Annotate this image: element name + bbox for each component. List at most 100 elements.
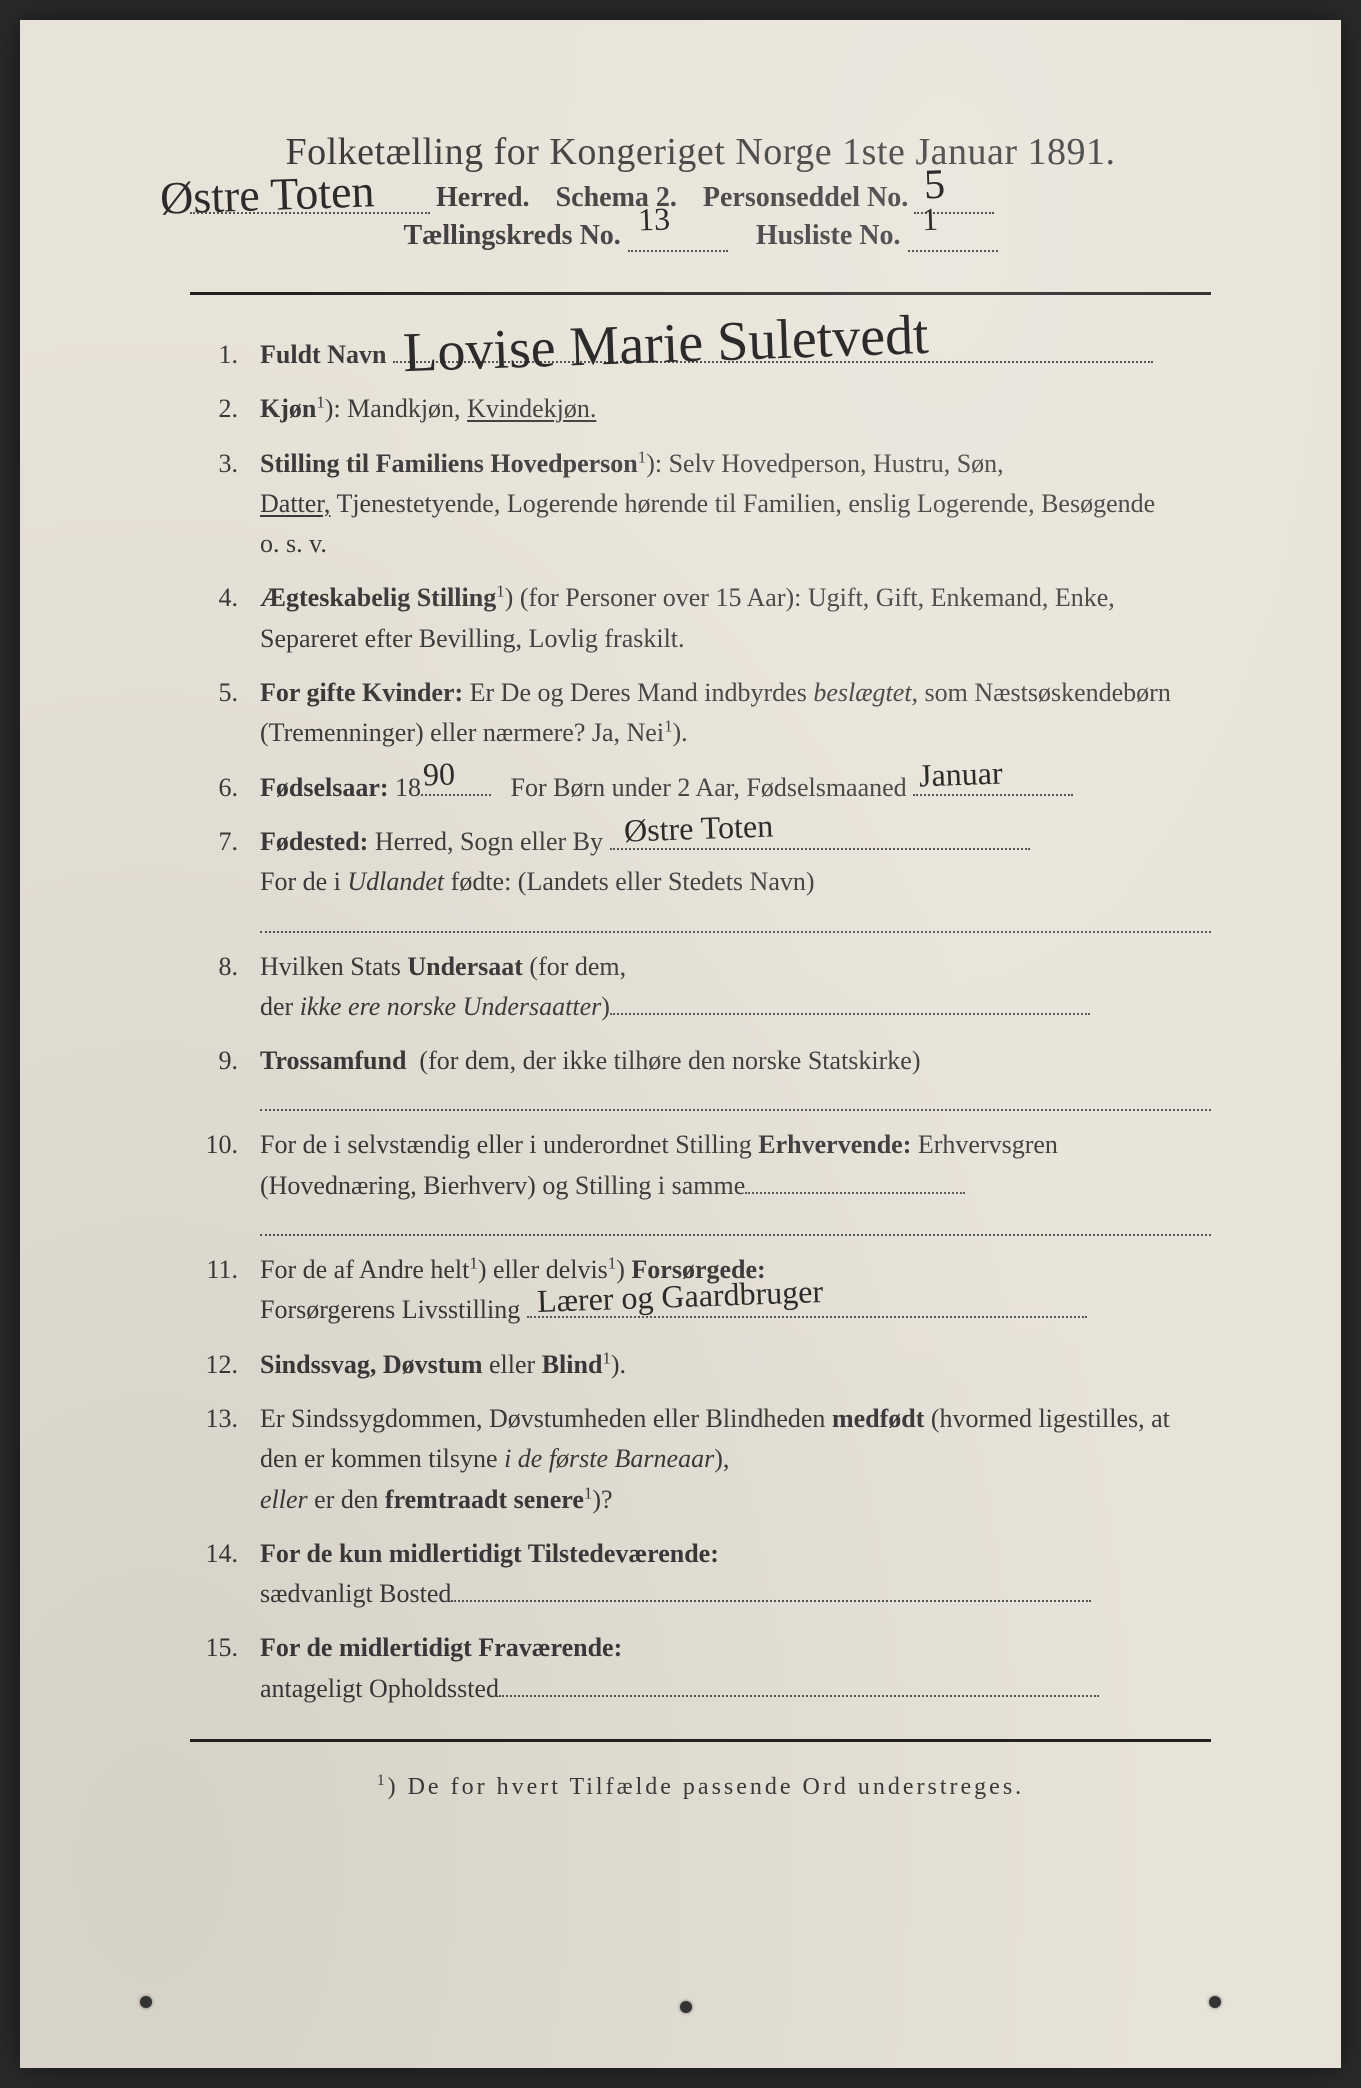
q4: 4. Ægteskabelig Stilling1) (for Personer… — [190, 578, 1211, 659]
q13-text-c: ), — [714, 1444, 729, 1473]
q5-num: 5. — [190, 673, 260, 754]
label-herred: Herred. — [436, 182, 530, 214]
handwriting-year: 90 — [422, 749, 456, 800]
header-row-1: Herred. Schema 2. Personseddel No. 5 — [190, 182, 1211, 214]
q15-body: For de midlertidigt Fraværende: antageli… — [260, 1628, 1211, 1709]
q10-num: 10. — [190, 1125, 260, 1236]
handwriting-name: Lovise Marie Suletvedt — [402, 292, 930, 397]
q7-line2-italic: Udlandet — [347, 867, 444, 896]
q12-text: eller — [483, 1350, 542, 1379]
q8-body: Hvilken Stats Undersaat (for dem, der ik… — [260, 947, 1211, 1028]
q7-num: 7. — [190, 822, 260, 933]
q5-sup: 1 — [664, 717, 672, 736]
q3-body: Stilling til Familiens Hovedperson1): Se… — [260, 444, 1211, 565]
q2-label: Kjøn — [260, 394, 316, 423]
q9: 9. Trossamfund (for dem, der ikke tilhør… — [190, 1041, 1211, 1111]
divider-bottom — [190, 1739, 1211, 1742]
q2-body: Kjøn1): Mandkjøn, Kvindekjøn. — [260, 389, 1211, 429]
q8-line2: der — [260, 992, 300, 1021]
q12-body: Sindssvag, Døvstum eller Blind1). — [260, 1345, 1211, 1385]
q1-num: 1. — [190, 335, 260, 375]
q3-text-c: o. s. v. — [260, 529, 327, 558]
q7-line2-a: For de i — [260, 867, 347, 896]
q5-text-a: Er De og Deres Mand indbyrdes — [470, 678, 814, 707]
q1-field: Lovise Marie Suletvedt — [393, 337, 1153, 363]
punch-mark-left — [140, 1996, 152, 2008]
q10-dotline-1 — [745, 1168, 965, 1194]
q6-num: 6. — [190, 768, 260, 808]
q4-label: Ægteskabelig Stilling — [260, 583, 496, 612]
q10-bold: Erhvervende: — [758, 1130, 911, 1159]
q10-dotline-2 — [260, 1212, 1211, 1236]
q6-year-field: 90 — [421, 770, 491, 796]
q1: 1. Fuldt Navn Lovise Marie Suletvedt — [190, 335, 1211, 375]
q8-num: 8. — [190, 947, 260, 1028]
q12-bold2: Blind — [542, 1350, 603, 1379]
q8-line2-italic: ikke ere norske Undersaatter — [300, 992, 602, 1021]
footnote-sup: 1 — [377, 1772, 388, 1789]
q8: 8. Hvilken Stats Undersaat (for dem, der… — [190, 947, 1211, 1028]
q3: 3. Stilling til Familiens Hovedperson1):… — [190, 444, 1211, 565]
q12-sup: 1 — [602, 1348, 610, 1367]
q9-body: Trossamfund (for dem, der ikke tilhøre d… — [260, 1041, 1211, 1111]
q3-num: 3. — [190, 444, 260, 565]
q6: 6. Fødselsaar: 18 90 For Børn under 2 Aa… — [190, 768, 1211, 808]
q10-body: For de i selvstændig eller i underordnet… — [260, 1125, 1211, 1236]
q9-num: 9. — [190, 1041, 260, 1111]
q8-text-b: (for dem, — [523, 952, 626, 981]
q7-dotline — [260, 909, 1211, 933]
q2-text: ): Mandkjøn, — [325, 394, 467, 423]
q8-line2-b: ) — [601, 992, 610, 1021]
divider-top — [190, 292, 1211, 295]
q3-text-a: ): Selv Hovedperson, Hustru, Søn, — [646, 449, 1003, 478]
punch-mark-center — [680, 2001, 692, 2013]
field-herred-blank — [190, 183, 430, 214]
q2: 2. Kjøn1): Mandkjøn, Kvindekjøn. — [190, 389, 1211, 429]
q11-body: For de af Andre helt1) eller delvis1) Fo… — [260, 1250, 1211, 1331]
punch-mark-right — [1209, 1996, 1221, 2008]
handwriting-livsstilling: Lærer og Gaardbruger — [536, 1267, 824, 1327]
q11: 11. For de af Andre helt1) eller delvis1… — [190, 1250, 1211, 1331]
q8-bold: Undersaat — [407, 952, 523, 981]
q13-line3-italic: eller — [260, 1485, 308, 1514]
q7-field: Østre Toten — [610, 824, 1030, 850]
q2-sup: 1 — [316, 393, 324, 412]
q13-line3: er den — [308, 1485, 385, 1514]
q13-num: 13. — [190, 1399, 260, 1520]
field-kreds-no: 13 — [628, 221, 728, 252]
q7-line2-b: fødte: (Landets eller Stedets Navn) — [444, 867, 814, 896]
q5-body: For gifte Kvinder: Er De og Deres Mand i… — [260, 673, 1211, 754]
footnote-text: ) De for hvert Tilfælde passende Ord und… — [388, 1774, 1025, 1800]
q15-num: 15. — [190, 1628, 260, 1709]
q13-after: )? — [592, 1485, 612, 1514]
q12: 12. Sindssvag, Døvstum eller Blind1). — [190, 1345, 1211, 1385]
q9-text: (for dem, der ikke tilhøre den norske St… — [419, 1046, 920, 1075]
q13-italic: i de første Barneaar — [504, 1444, 714, 1473]
q3-label: Stilling til Familiens Hovedperson — [260, 449, 638, 478]
q4-body: Ægteskabelig Stilling1) (for Personer ov… — [260, 578, 1211, 659]
q14-line2: sædvanligt Bosted — [260, 1579, 451, 1608]
header-row-2: Tællingskreds No. 13 Husliste No. 1 — [190, 220, 1211, 252]
census-form-page: Folketælling for Kongeriget Norge 1ste J… — [20, 20, 1341, 2068]
q5: 5. For gifte Kvinder: Er De og Deres Man… — [190, 673, 1211, 754]
q13-text-a: Er Sindssygdommen, Døvstumheden eller Bl… — [260, 1404, 832, 1433]
handwriting-birthplace: Østre Toten — [623, 801, 774, 856]
q8-text-a: Hvilken Stats — [260, 952, 407, 981]
q14-label: For de kun midlertidigt Tilstedeværende: — [260, 1539, 719, 1568]
q11-field: Lærer og Gaardbruger — [527, 1292, 1087, 1318]
q8-dotline — [610, 989, 1090, 1015]
q6-label: Fødselsaar: — [260, 773, 389, 802]
q11-line2: Forsørgerens Livsstilling — [260, 1295, 520, 1324]
q5-after: ). — [673, 718, 688, 747]
q10-text-a: For de i selvstændig eller i underordnet… — [260, 1130, 758, 1159]
handwriting-kreds-no: 13 — [637, 201, 670, 239]
q5-label: For gifte Kvinder: — [260, 678, 463, 707]
q3-underlined: Datter, — [260, 489, 330, 518]
label-personseddel: Personseddel No. — [703, 182, 908, 214]
q15-label: For de midlertidigt Fraværende: — [260, 1633, 622, 1662]
handwriting-month: Januar — [918, 748, 1003, 800]
q12-after: ). — [611, 1350, 626, 1379]
q2-underlined: Kvindekjøn. — [467, 394, 596, 423]
q7-text: Herred, Sogn eller By — [375, 827, 603, 856]
q7-label: Fødested: — [260, 827, 368, 856]
